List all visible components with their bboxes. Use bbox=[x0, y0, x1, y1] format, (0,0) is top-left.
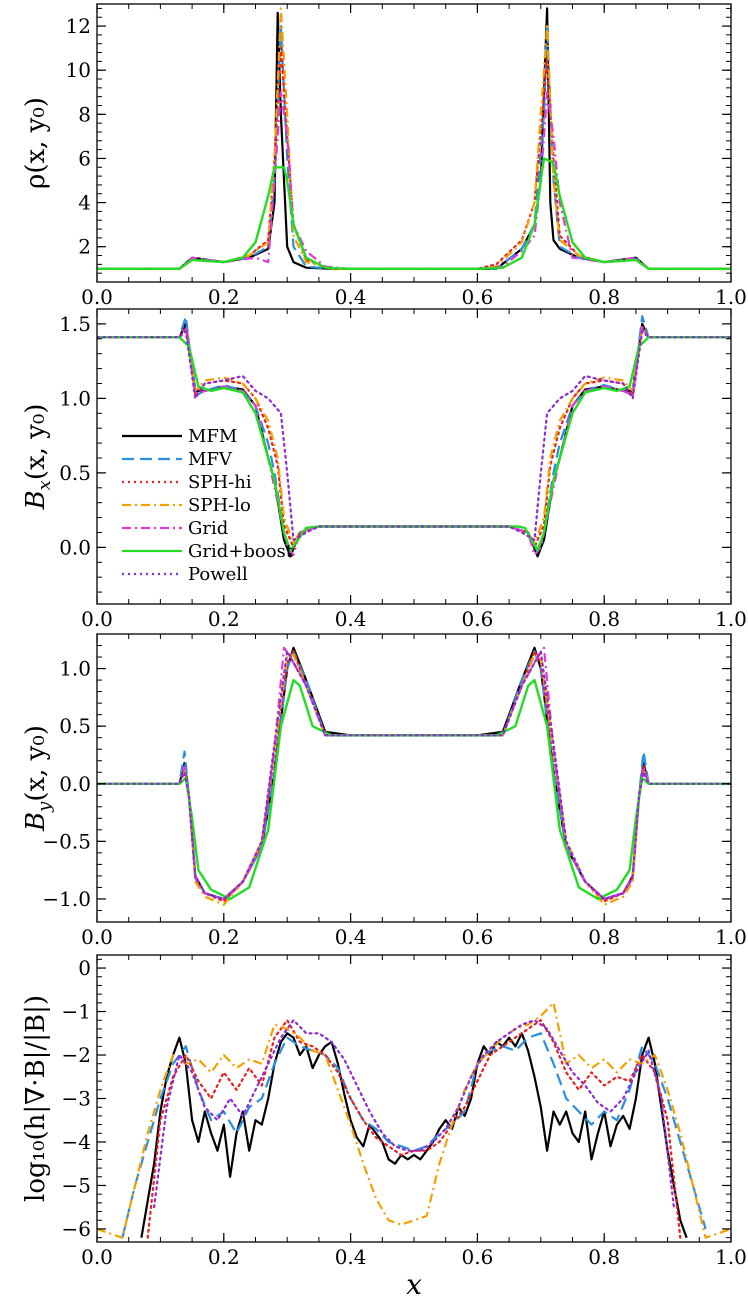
series-line-grid-boost bbox=[97, 678, 731, 901]
series-line-sph-hi bbox=[97, 47, 731, 270]
x-tick-label: 0.6 bbox=[461, 1245, 493, 1269]
y-tick-label: 1.0 bbox=[59, 386, 91, 410]
series-line-mfv bbox=[97, 650, 731, 901]
series-line-mfv bbox=[121, 1032, 707, 1238]
x-tick-label: 0.2 bbox=[208, 285, 240, 309]
x-tick-label: 0.4 bbox=[335, 1245, 367, 1269]
y-tick-label: 12 bbox=[66, 14, 91, 38]
y-tick-label: −4 bbox=[62, 1130, 91, 1154]
panel-2: 0.0 0.2 0.4 0.6 0.8 1.0 0.0 0.5 1.0 1.5 Bx(x, y₀) M… bbox=[21, 308, 747, 631]
series-line-sph-lo bbox=[97, 7, 731, 270]
panel-4: 0.0 0.2 0.4 0.6 0.8 1.0 −6 −5 −4 −3 −2 −1 0 log₁₀(h|∇… bbox=[21, 954, 747, 1300]
y-tick-label: 1.5 bbox=[59, 312, 91, 336]
y-axis-label: log₁₀(h|∇·B|/|B|) bbox=[21, 995, 51, 1202]
x-tick-label: 0.0 bbox=[81, 285, 113, 309]
series-line-sph-hi bbox=[97, 327, 731, 549]
x-tick-label: 0.0 bbox=[81, 925, 113, 949]
x-tick-label: 0.4 bbox=[335, 285, 367, 309]
series-line-mfm bbox=[97, 7, 731, 270]
series-line-sph-hi bbox=[97, 650, 731, 903]
x-tick-label: 1.0 bbox=[715, 925, 747, 949]
series-line-sph-hi bbox=[146, 1019, 682, 1239]
legend-label: MFM bbox=[188, 426, 237, 447]
series-line-grid bbox=[97, 91, 731, 270]
y-tick-label: −1.0 bbox=[42, 887, 91, 911]
x-tick-label: 0.2 bbox=[208, 607, 240, 631]
x-tick-label: 0.0 bbox=[81, 1245, 113, 1269]
y-axis-label: ρ(x, y₀) bbox=[21, 97, 51, 189]
series-group bbox=[97, 315, 731, 558]
x-tick-label: 0.4 bbox=[335, 607, 367, 631]
y-tick-label: 0.0 bbox=[59, 535, 91, 559]
series-line-mfm bbox=[97, 646, 731, 901]
y-tick-label: 4 bbox=[78, 191, 91, 215]
x-tick-label: 0.6 bbox=[461, 285, 493, 309]
y-tick-label: 0.5 bbox=[59, 461, 91, 485]
y-tick-label: 0.5 bbox=[59, 714, 91, 738]
x-tick-label: 0.0 bbox=[81, 607, 113, 631]
series-line-sph-lo bbox=[97, 653, 731, 906]
x-tick-label: 0.4 bbox=[335, 925, 367, 949]
y-tick-label: 8 bbox=[78, 102, 91, 126]
x-tick-label: 1.0 bbox=[715, 1245, 747, 1269]
x-tick-label: 0.6 bbox=[461, 607, 493, 631]
series-line-sph-lo bbox=[97, 1001, 731, 1239]
y-tick-label: −6 bbox=[62, 1217, 91, 1241]
y-tick-label: 6 bbox=[78, 146, 91, 170]
x-tick-label: 0.2 bbox=[208, 925, 240, 949]
x-axis-label: x bbox=[406, 1268, 422, 1300]
legend-label: SPH-lo bbox=[188, 495, 251, 516]
x-tick-label: 0.2 bbox=[208, 1245, 240, 1269]
legend-label: Grid bbox=[188, 518, 228, 539]
x-tick-label: 0.8 bbox=[588, 925, 620, 949]
series-line-grid bbox=[97, 646, 731, 901]
panel-3: 0.0 0.2 0.4 0.6 0.8 1.0 −1.0 −0.5 0.0 0.5 1.0 By(x,… bbox=[21, 633, 747, 949]
series-line-grid-boost bbox=[97, 336, 731, 552]
series-line-grid bbox=[97, 325, 731, 556]
x-tick-label: 1.0 bbox=[715, 285, 747, 309]
panel-1: 0.0 0.2 0.4 0.6 0.8 1.0 2 4 6 8 10 12 ρ(x, y₀) bbox=[21, 3, 747, 309]
x-tick-label: 0.8 bbox=[588, 1245, 620, 1269]
y-tick-label: 10 bbox=[66, 58, 91, 82]
series-line-mfm bbox=[140, 1032, 688, 1239]
y-tick-label: 1.0 bbox=[59, 657, 91, 681]
x-tick-label: 1.0 bbox=[715, 607, 747, 631]
plot-frame bbox=[96, 633, 732, 923]
plot-frame bbox=[96, 3, 732, 283]
y-axis-label: Bx(x, y₀) bbox=[21, 404, 55, 511]
series-group bbox=[97, 7, 731, 270]
series-group bbox=[97, 1001, 731, 1239]
series-line-grid-boost bbox=[97, 157, 731, 270]
x-tick-label: 0.6 bbox=[461, 925, 493, 949]
y-tick-label: 0 bbox=[78, 956, 91, 980]
x-tick-label: 0.8 bbox=[588, 607, 620, 631]
y-tick-label: −3 bbox=[62, 1087, 91, 1111]
x-tick-label: 0.8 bbox=[588, 285, 620, 309]
y-axis-label: By(x, y₀) bbox=[21, 725, 55, 832]
legend-label: MFV bbox=[188, 449, 233, 470]
y-tick-label: −5 bbox=[62, 1173, 91, 1197]
series-group bbox=[97, 646, 731, 906]
y-tick-label: −1 bbox=[62, 1000, 91, 1024]
legend-label: Grid+boost bbox=[188, 541, 294, 562]
y-tick-label: −0.5 bbox=[42, 829, 91, 853]
legend-label: SPH-hi bbox=[188, 472, 252, 493]
y-tick-label: 0.0 bbox=[59, 772, 91, 796]
series-line-powell bbox=[153, 1019, 675, 1209]
legend-label: Powell bbox=[188, 564, 248, 585]
series-line-powell bbox=[97, 650, 731, 901]
y-tick-label: −2 bbox=[62, 1043, 91, 1067]
y-tick-label: 2 bbox=[78, 235, 91, 259]
series-line-mfv bbox=[97, 25, 731, 270]
